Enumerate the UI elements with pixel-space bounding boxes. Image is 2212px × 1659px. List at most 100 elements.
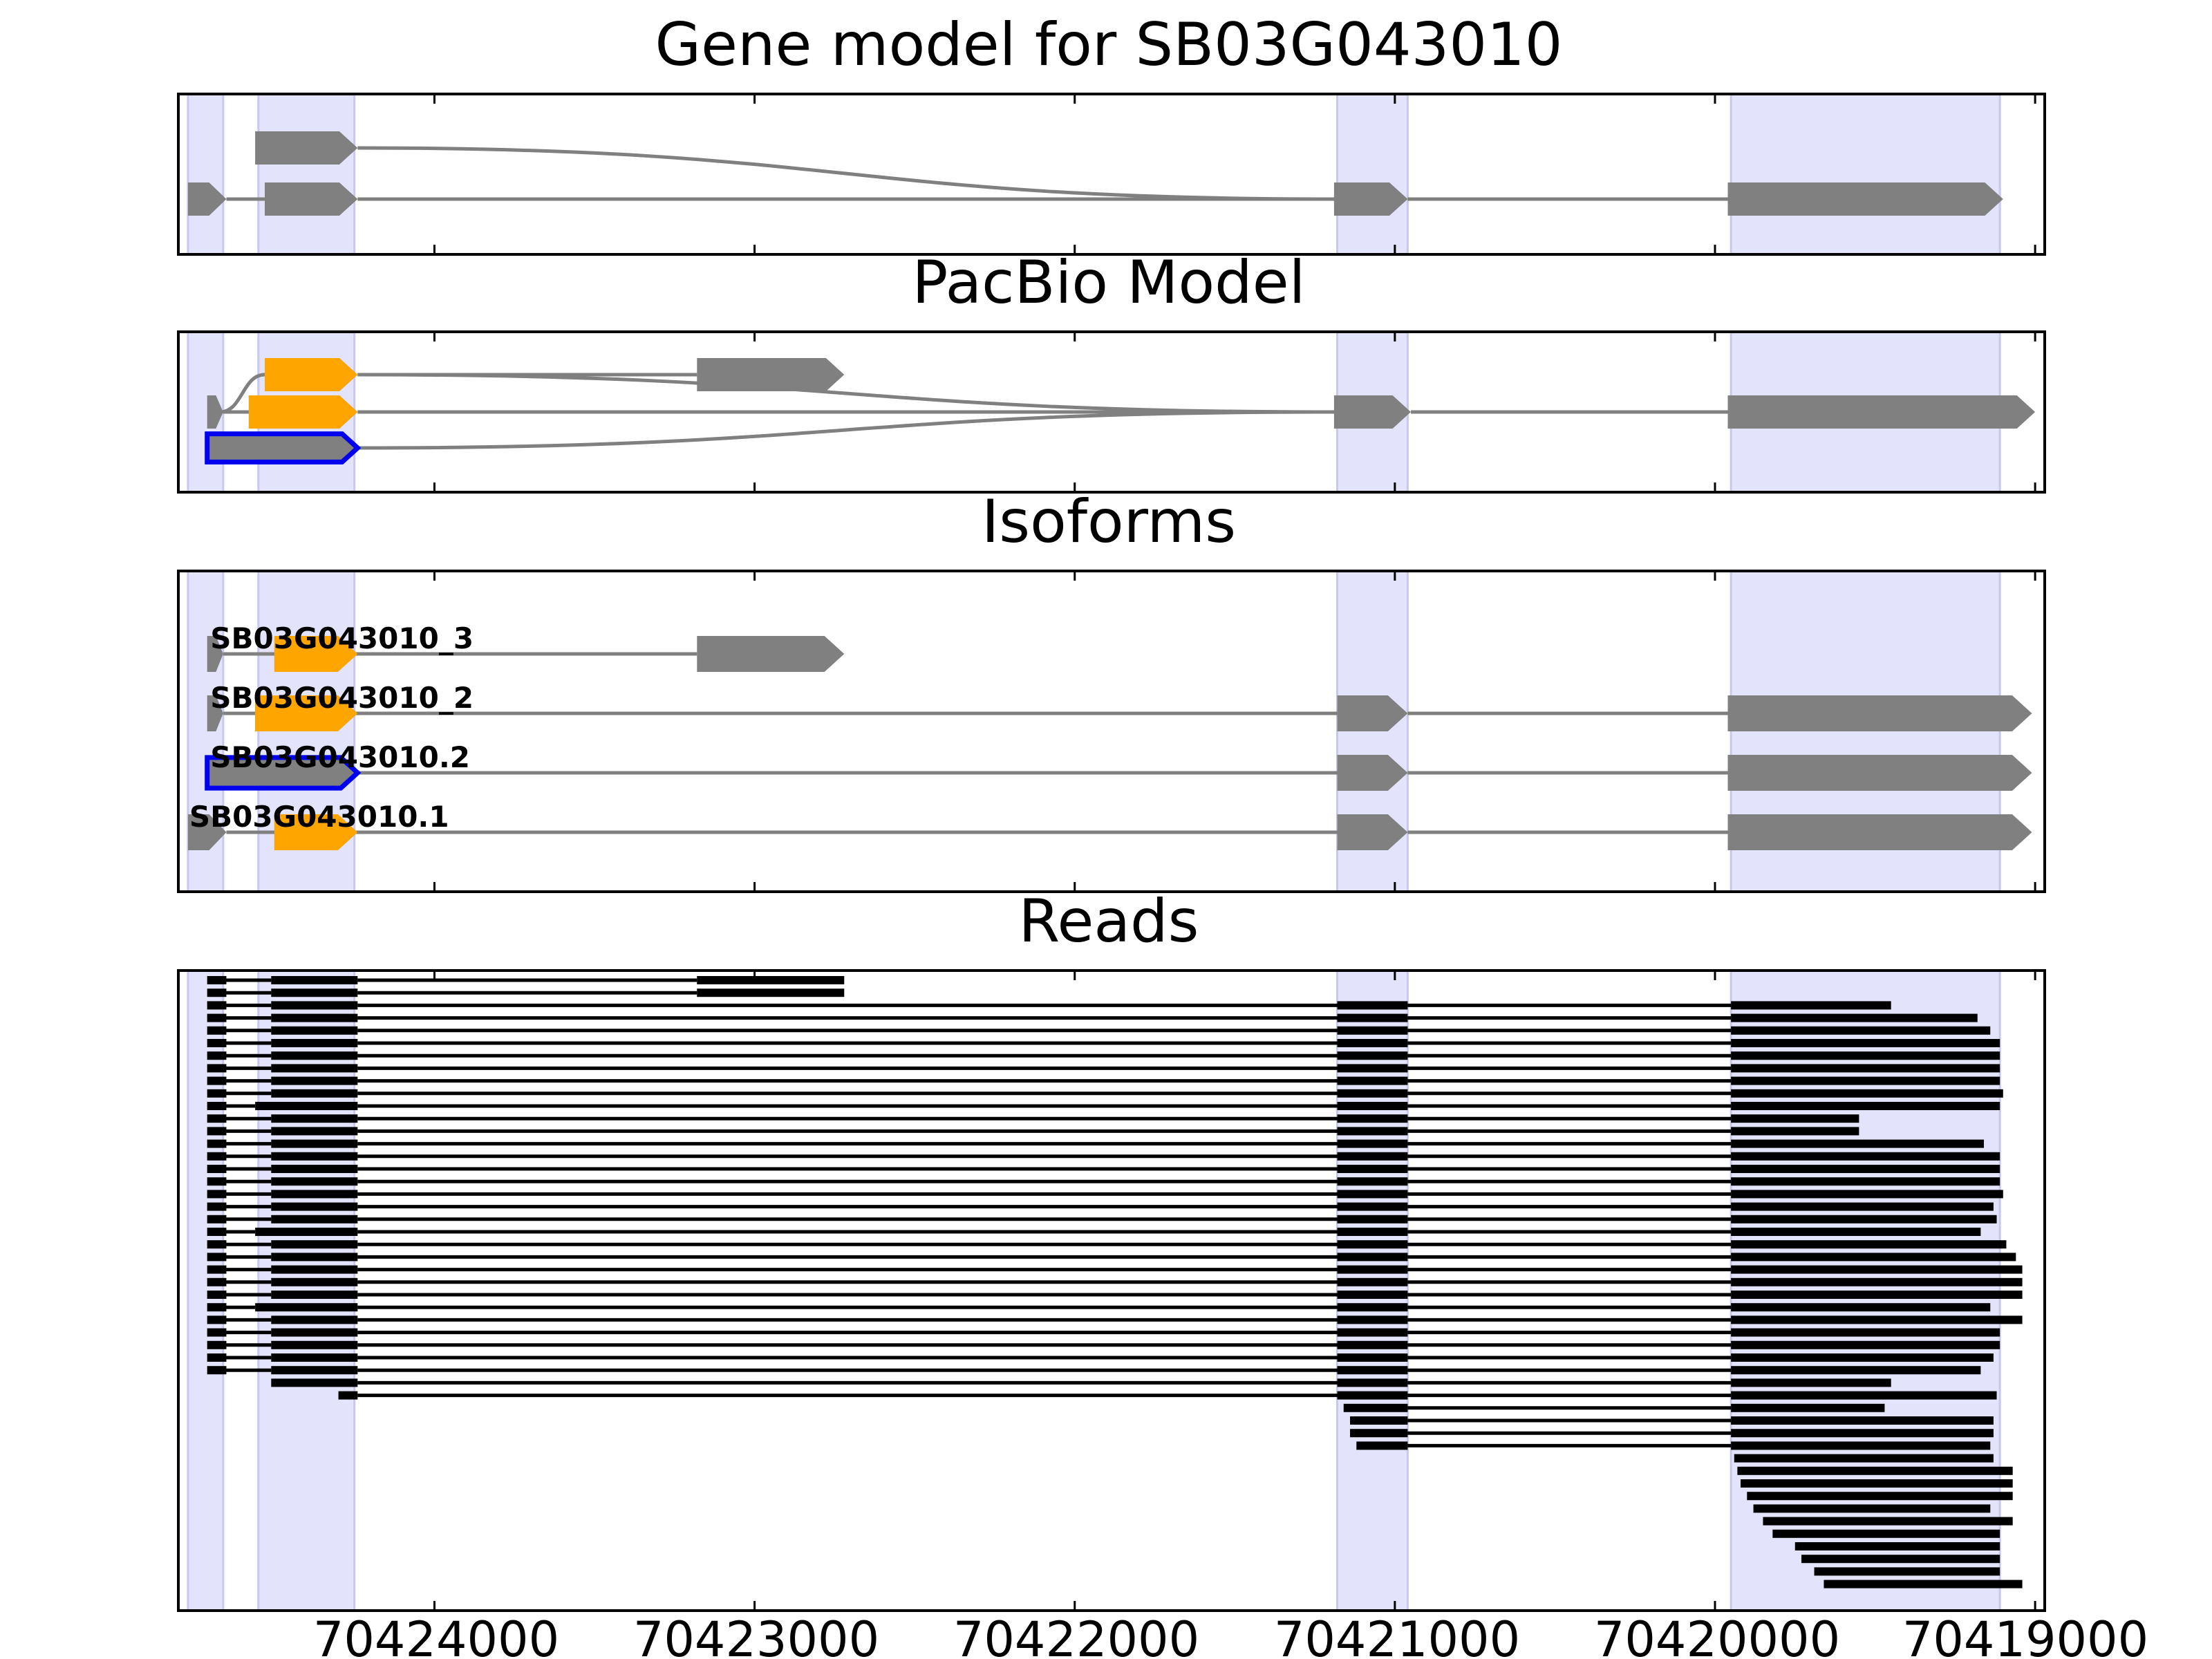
read-block — [1824, 1580, 2023, 1588]
read-block — [1731, 1165, 2000, 1173]
read-block — [271, 1139, 358, 1148]
read-block — [1731, 1139, 1985, 1148]
read-block — [1731, 1039, 2000, 1047]
read-block — [207, 1366, 227, 1375]
read-block — [1337, 1340, 1408, 1349]
read-block — [207, 1190, 227, 1199]
read-block — [1731, 1177, 2000, 1186]
read-block — [271, 1051, 358, 1060]
exon-feature — [187, 182, 227, 216]
panel-frame — [177, 330, 2046, 494]
panel-frame — [177, 570, 2046, 893]
read-block — [1731, 1013, 1978, 1022]
read-block — [271, 1202, 358, 1211]
exon-feature — [697, 636, 845, 672]
read-block — [271, 1013, 358, 1022]
read-block — [1737, 1466, 2013, 1475]
read-block — [338, 1391, 358, 1400]
read-block — [1731, 1240, 2007, 1249]
read-block — [207, 1139, 227, 1148]
read-block — [1731, 1416, 1994, 1425]
isoform-label: SB03G043010_3 — [210, 621, 474, 655]
read-block — [1356, 1441, 1408, 1450]
pacbio-model-title: PacBio Model — [912, 248, 1305, 317]
read-block — [1337, 1026, 1408, 1035]
exon-feature — [255, 131, 358, 165]
x-tick-label: 70419000 — [1902, 1611, 2148, 1659]
read-block — [1337, 1177, 1408, 1186]
read-block — [1350, 1416, 1408, 1425]
read-block — [1337, 1391, 1408, 1400]
read-block — [1337, 1378, 1408, 1387]
read-block — [1731, 1366, 1981, 1375]
intron-connector — [357, 410, 1334, 450]
exon-feature — [265, 182, 358, 216]
highlighted-exon — [274, 636, 358, 672]
read-block — [1731, 1403, 1885, 1412]
isoforms-panel: SB03G043010_3 SB03G043010_2 SB03G043010.2 S… — [177, 570, 2046, 893]
read-block — [271, 1215, 358, 1224]
read-block — [1337, 1076, 1408, 1085]
read-block — [207, 1265, 227, 1274]
read-block — [271, 1089, 358, 1098]
read-block — [207, 1202, 227, 1211]
pacbio-model-panel — [177, 330, 2046, 494]
read-block — [1337, 1353, 1408, 1362]
read-block — [207, 1026, 227, 1035]
intron-connector — [357, 373, 1334, 414]
read-block — [1337, 1152, 1408, 1161]
read-block — [271, 1064, 358, 1073]
read-block — [1731, 1441, 1991, 1450]
read-block — [271, 1253, 358, 1262]
x-tick-label: 70422000 — [953, 1611, 1199, 1659]
read-block — [1794, 1542, 2000, 1550]
read-block — [1731, 1391, 1997, 1400]
exon-feature — [1333, 395, 1411, 429]
panel-frame — [177, 93, 2046, 256]
exon-feature — [187, 814, 227, 850]
read-block — [1731, 1152, 2000, 1161]
read-block — [1337, 1202, 1408, 1211]
exon-feature — [1727, 755, 2032, 791]
read-block — [1337, 1215, 1408, 1224]
read-block — [271, 1127, 358, 1136]
read-block — [207, 1051, 227, 1060]
read-block — [1337, 1064, 1408, 1073]
read-block — [1731, 1076, 2000, 1085]
highlighted-exon — [274, 814, 358, 850]
read-block — [271, 988, 358, 997]
read-block — [255, 1303, 358, 1312]
read-block — [271, 976, 358, 984]
outlined-exon — [205, 431, 362, 465]
gene-model-title: Gene model for SB03G043010 — [655, 10, 1563, 79]
read-block — [271, 1039, 358, 1047]
read-block — [1337, 1139, 1408, 1148]
isoform-label: SB03G043010_2 — [210, 681, 474, 715]
read-block — [1731, 1228, 1981, 1236]
highlighted-exon — [255, 695, 358, 731]
read-block — [207, 1114, 227, 1123]
exon-region-band — [257, 93, 356, 256]
read-block — [207, 1328, 227, 1337]
read-block — [1337, 1315, 1408, 1324]
exon-feature — [1337, 695, 1408, 731]
read-block — [271, 1315, 358, 1324]
read-block — [1337, 1265, 1408, 1274]
x-tick-label: 70424000 — [313, 1611, 559, 1659]
read-block — [1337, 1190, 1408, 1199]
read-block — [207, 1291, 227, 1299]
exon-feature — [207, 695, 223, 731]
read-block — [207, 1165, 227, 1173]
read-block — [207, 1315, 227, 1324]
read-block — [697, 988, 845, 997]
read-block — [1734, 1454, 1994, 1463]
read-block — [1731, 1378, 1891, 1387]
read-block — [1337, 1013, 1408, 1022]
read-block — [1350, 1429, 1408, 1438]
read-block — [1337, 1165, 1408, 1173]
read-block — [1772, 1529, 2000, 1538]
exon-feature — [1337, 814, 1408, 850]
outlined-exon — [205, 755, 362, 791]
read-block — [1731, 1202, 1994, 1211]
read-block — [1731, 1353, 1994, 1362]
